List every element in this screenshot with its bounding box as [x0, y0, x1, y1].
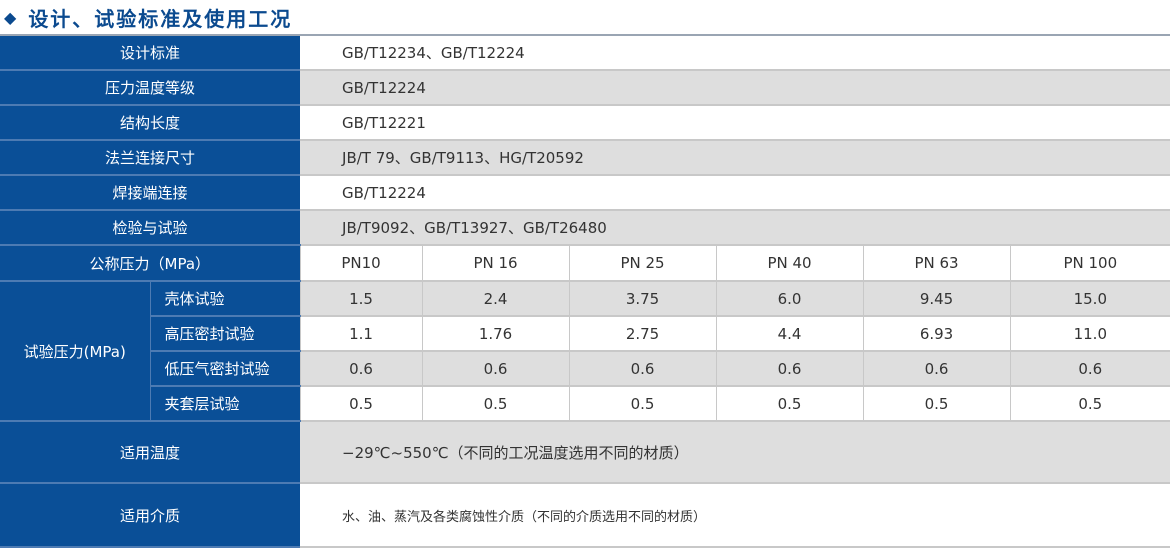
test-value: 3.75	[568, 281, 717, 317]
pressure-label: 公称压力（MPa）	[0, 245, 301, 282]
test-value: 0.6	[568, 351, 717, 387]
pressure-column-header: PN 16	[421, 245, 570, 282]
pressure-column-header: PN 63	[862, 245, 1011, 282]
test-value: 0.5	[715, 386, 864, 422]
pressure-row: 公称压力（MPa） PN10 PN 16 PN 25 PN 40 PN 63 PN 100	[0, 245, 1170, 282]
temperature-label: 适用温度	[0, 421, 301, 484]
test-value: 1.1	[299, 316, 423, 352]
row-label: 法兰连接尺寸	[0, 140, 301, 176]
diamond-icon: ◆	[4, 7, 19, 27]
test-row: 低压气密封试验 0.6 0.6 0.6 0.6 0.6 0.6	[0, 351, 1170, 387]
test-type-label: 高压密封试验	[149, 316, 301, 352]
test-value: 11.0	[1009, 316, 1170, 352]
test-row: 夹套层试验 0.5 0.5 0.5 0.5 0.5 0.5	[0, 386, 1170, 422]
test-value: 6.93	[862, 316, 1011, 352]
temperature-row: 适用温度 −29℃~550℃（不同的工况温度选用不同的材质）	[0, 421, 1170, 484]
medium-value: 水、油、蒸汽及各类腐蚀性介质（不同的介质选用不同的材质）	[300, 483, 1170, 548]
test-value: 0.6	[862, 351, 1011, 387]
test-value: 0.5	[862, 386, 1011, 422]
row-value: GB/T12224	[300, 175, 1170, 211]
row-value: GB/T12224	[300, 70, 1170, 106]
test-value: 1.5	[299, 281, 423, 317]
temperature-value: −29℃~550℃（不同的工况温度选用不同的材质）	[300, 421, 1170, 484]
spec-row: 压力温度等级 GB/T12224	[0, 70, 1170, 106]
pressure-column-header: PN 40	[715, 245, 864, 282]
test-type-label: 夹套层试验	[149, 386, 301, 422]
test-row: 试验压力(MPa) 壳体试验 1.5 2.4 3.75 6.0 9.45 15.0	[0, 281, 1170, 422]
section-title-text: 设计、试验标准及使用工况	[28, 6, 293, 31]
spec-row: 设计标准 GB/T12234、GB/T12224	[0, 35, 1170, 71]
test-value: 0.6	[421, 351, 570, 387]
row-label: 焊接端连接	[0, 175, 301, 211]
section-title: ◆ 设计、试验标准及使用工况	[4, 2, 292, 32]
row-value: JB/T 79、GB/T9113、HG/T20592	[300, 140, 1170, 176]
pressure-column-header: PN 25	[568, 245, 717, 282]
row-label: 检验与试验	[0, 210, 301, 246]
row-label: 结构长度	[0, 105, 301, 141]
test-value: 9.45	[862, 281, 1011, 317]
spec-row: 法兰连接尺寸 JB/T 79、GB/T9113、HG/T20592	[0, 140, 1170, 176]
test-pressure-label: 试验压力(MPa)	[0, 281, 150, 422]
row-label: 设计标准	[0, 35, 301, 71]
test-value: 0.6	[1009, 351, 1170, 387]
test-value: 0.6	[299, 351, 423, 387]
medium-row: 适用介质 水、油、蒸汽及各类腐蚀性介质（不同的介质选用不同的材质）	[0, 483, 1170, 548]
spec-row: 焊接端连接 GB/T12224	[0, 175, 1170, 211]
test-value: 4.4	[715, 316, 864, 352]
spec-row: 检验与试验 JB/T9092、GB/T13927、GB/T26480	[0, 210, 1170, 246]
test-row: 高压密封试验 1.1 1.76 2.75 4.4 6.93 11.0	[0, 316, 1170, 352]
test-value: 0.6	[715, 351, 864, 387]
test-value: 0.5	[1009, 386, 1170, 422]
test-value: 6.0	[715, 281, 864, 317]
pressure-column-header: PN10	[299, 245, 423, 282]
row-value: GB/T12234、GB/T12224	[300, 35, 1170, 71]
test-type-label: 壳体试验	[149, 281, 301, 317]
pressure-column-header: PN 100	[1009, 245, 1170, 282]
test-value: 0.5	[568, 386, 717, 422]
row-value: GB/T12221	[300, 105, 1170, 141]
test-type-label: 低压气密封试验	[149, 351, 301, 387]
row-label: 压力温度等级	[0, 70, 301, 106]
medium-label: 适用介质	[0, 483, 301, 548]
test-value: 0.5	[299, 386, 423, 422]
spec-row: 结构长度 GB/T12221	[0, 105, 1170, 141]
spec-table: 设计标准 GB/T12234、GB/T12224 压力温度等级 GB/T12224 结构…	[0, 34, 1170, 548]
test-value: 15.0	[1009, 281, 1170, 317]
test-value: 2.4	[421, 281, 570, 317]
test-value: 1.76	[421, 316, 570, 352]
row-value: JB/T9092、GB/T13927、GB/T26480	[300, 210, 1170, 246]
test-value: 0.5	[421, 386, 570, 422]
test-value: 2.75	[568, 316, 717, 352]
